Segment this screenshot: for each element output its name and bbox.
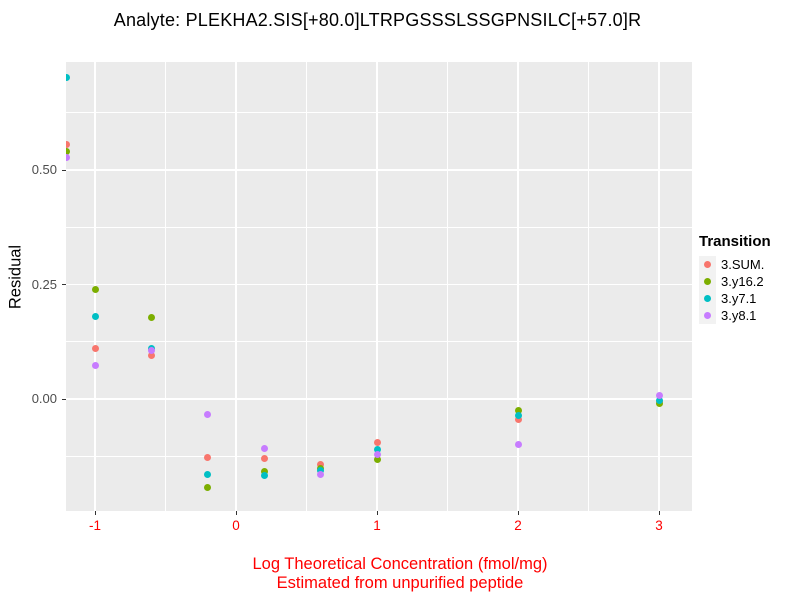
data-point bbox=[317, 460, 325, 468]
legend-key bbox=[699, 273, 716, 290]
data-point bbox=[147, 313, 155, 321]
x-tick-label: 0 bbox=[232, 518, 240, 533]
x-tick-mark bbox=[517, 511, 519, 515]
data-point bbox=[204, 470, 212, 478]
data-point bbox=[514, 412, 522, 420]
legend-key bbox=[699, 290, 716, 307]
minor-gridline-horizontal bbox=[66, 226, 692, 228]
major-gridline-vertical bbox=[658, 62, 660, 511]
legend-item: 3.SUM. bbox=[699, 256, 771, 273]
data-point bbox=[91, 285, 99, 293]
y-tick-mark bbox=[62, 398, 66, 400]
legend-item: 3.y7.1 bbox=[699, 290, 771, 307]
legend: Transition 3.SUM. 3.y16.2 3.y7.1 3.y8.1 bbox=[699, 233, 771, 324]
data-point bbox=[373, 455, 381, 463]
minor-gridline-vertical bbox=[306, 62, 307, 511]
y-tick-mark bbox=[62, 169, 66, 171]
data-point bbox=[66, 141, 71, 149]
data-point bbox=[147, 347, 155, 355]
data-point bbox=[260, 454, 268, 462]
data-point bbox=[147, 351, 155, 359]
data-point bbox=[514, 406, 522, 414]
x-tick-label: 2 bbox=[514, 518, 522, 533]
data-point bbox=[66, 153, 71, 161]
legend-item: 3.y16.2 bbox=[699, 273, 771, 290]
data-point bbox=[373, 439, 381, 447]
x-tick-label: 3 bbox=[655, 518, 663, 533]
legend-swatch-dot bbox=[704, 278, 711, 285]
y-tick-label: 0.00 bbox=[31, 391, 57, 406]
data-point bbox=[514, 441, 522, 449]
legend-swatch-dot bbox=[704, 295, 711, 302]
major-gridline-horizontal bbox=[66, 169, 692, 171]
data-point bbox=[91, 345, 99, 353]
x-axis-title-line2: Estimated from unpurified peptide bbox=[276, 574, 524, 592]
plot-title: Analyte: PLEKHA2.SIS[+80.0]LTRPGSSSLSSGP… bbox=[113, 10, 642, 30]
x-tick-mark bbox=[376, 511, 378, 515]
major-gridline-vertical bbox=[376, 62, 378, 511]
data-point bbox=[317, 466, 325, 474]
data-point bbox=[91, 361, 99, 369]
data-point bbox=[317, 470, 325, 478]
data-point bbox=[655, 397, 663, 405]
major-gridline-horizontal bbox=[66, 398, 692, 400]
data-point bbox=[514, 415, 522, 423]
data-point bbox=[655, 392, 663, 400]
data-point bbox=[91, 312, 99, 320]
y-tick-mark bbox=[62, 284, 66, 285]
legend-swatch-dot bbox=[704, 261, 711, 268]
data-point bbox=[204, 410, 212, 418]
major-gridline-vertical bbox=[517, 62, 519, 511]
x-tick-label: 1 bbox=[373, 518, 381, 533]
y-tick-label: 0.50 bbox=[31, 162, 57, 177]
legend-item-label: 3.y8.1 bbox=[721, 308, 757, 323]
x-tick-mark bbox=[94, 511, 96, 515]
legend-item-label: 3.y16.2 bbox=[721, 274, 764, 289]
legend-swatch-dot bbox=[704, 312, 711, 319]
legend-items: 3.SUM. 3.y16.2 3.y7.1 3.y8.1 bbox=[699, 256, 771, 324]
data-point bbox=[204, 453, 212, 461]
data-point bbox=[66, 73, 71, 81]
data-point bbox=[204, 484, 212, 492]
legend-item-label: 3.y7.1 bbox=[721, 291, 757, 306]
legend-item: 3.y8.1 bbox=[699, 307, 771, 324]
plot-panel bbox=[66, 62, 692, 511]
minor-gridline-vertical bbox=[447, 62, 448, 511]
x-tick-label: -1 bbox=[88, 518, 101, 533]
x-tick-mark bbox=[658, 511, 660, 515]
data-point bbox=[373, 451, 381, 459]
minor-gridline-vertical bbox=[165, 62, 166, 511]
data-point bbox=[66, 148, 71, 156]
minor-gridline-horizontal bbox=[66, 112, 692, 114]
legend-title: Transition bbox=[699, 233, 771, 250]
major-gridline-vertical bbox=[235, 62, 237, 511]
data-point bbox=[373, 446, 381, 454]
x-tick-mark bbox=[235, 511, 237, 515]
major-gridline-horizontal bbox=[66, 283, 692, 286]
legend-key bbox=[699, 256, 716, 273]
x-axis-title-line1: Log Theoretical Concentration (fmol/mg) bbox=[252, 555, 548, 573]
x-axis-title: Log Theoretical Concentration (fmol/mg) … bbox=[0, 555, 800, 593]
minor-gridline-vertical bbox=[588, 62, 589, 511]
y-tick-label: 0.25 bbox=[31, 276, 57, 292]
legend-item-label: 3.SUM. bbox=[721, 257, 765, 272]
minor-gridline-horizontal bbox=[66, 341, 692, 343]
data-point bbox=[260, 471, 268, 479]
legend-key bbox=[699, 307, 716, 324]
data-point bbox=[260, 445, 268, 453]
